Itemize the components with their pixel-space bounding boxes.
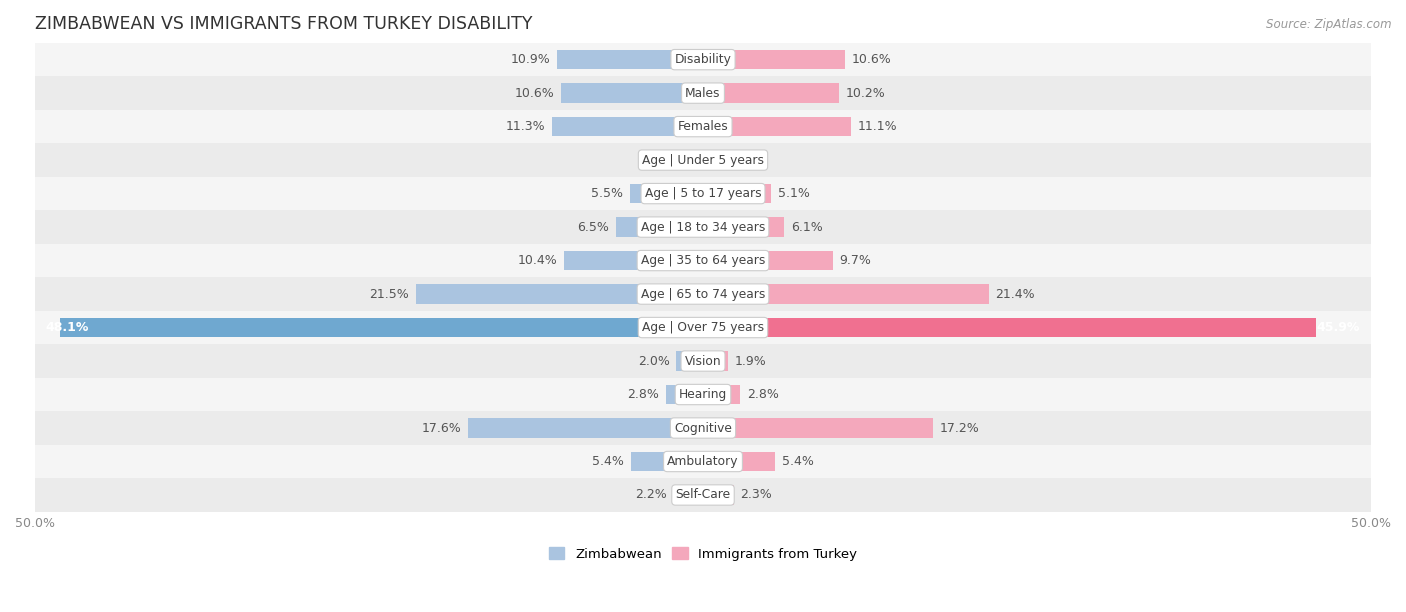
Bar <box>557 50 703 69</box>
Bar <box>703 50 845 69</box>
Text: 21.4%: 21.4% <box>995 288 1035 300</box>
Bar <box>665 385 703 405</box>
Bar <box>561 83 703 103</box>
Text: 5.5%: 5.5% <box>591 187 623 200</box>
Text: 45.9%: 45.9% <box>1317 321 1361 334</box>
Text: Age | 65 to 74 years: Age | 65 to 74 years <box>641 288 765 300</box>
Bar <box>35 277 1371 311</box>
Bar <box>703 318 1316 337</box>
Bar <box>703 351 728 371</box>
Text: Vision: Vision <box>685 354 721 368</box>
Text: 1.1%: 1.1% <box>724 154 756 166</box>
Bar <box>630 184 703 203</box>
Bar <box>703 151 717 170</box>
Text: 5.4%: 5.4% <box>592 455 624 468</box>
Text: 10.6%: 10.6% <box>515 87 555 100</box>
Bar <box>35 378 1371 411</box>
Bar <box>35 411 1371 445</box>
Bar <box>35 311 1371 345</box>
Text: 17.2%: 17.2% <box>939 422 979 435</box>
Bar <box>616 217 703 237</box>
Legend: Zimbabwean, Immigrants from Turkey: Zimbabwean, Immigrants from Turkey <box>543 542 863 566</box>
Text: 6.1%: 6.1% <box>792 220 823 234</box>
Text: 10.4%: 10.4% <box>517 254 557 267</box>
Bar <box>60 318 703 337</box>
Text: 1.2%: 1.2% <box>648 154 681 166</box>
Text: Males: Males <box>685 87 721 100</box>
Text: 10.2%: 10.2% <box>846 87 886 100</box>
Bar <box>673 485 703 505</box>
Text: 10.9%: 10.9% <box>510 53 551 66</box>
Bar <box>703 83 839 103</box>
Bar <box>35 345 1371 378</box>
Bar <box>35 445 1371 478</box>
Bar <box>35 211 1371 244</box>
Text: 5.1%: 5.1% <box>778 187 810 200</box>
Bar <box>703 385 741 405</box>
Bar <box>703 285 988 304</box>
Text: Cognitive: Cognitive <box>673 422 733 435</box>
Bar <box>703 184 770 203</box>
Text: 11.3%: 11.3% <box>506 120 546 133</box>
Text: Age | 5 to 17 years: Age | 5 to 17 years <box>645 187 761 200</box>
Bar <box>35 110 1371 143</box>
Bar <box>703 452 775 471</box>
Bar <box>553 117 703 136</box>
Bar <box>35 478 1371 512</box>
Text: 2.8%: 2.8% <box>627 388 659 401</box>
Text: 9.7%: 9.7% <box>839 254 872 267</box>
Text: ZIMBABWEAN VS IMMIGRANTS FROM TURKEY DISABILITY: ZIMBABWEAN VS IMMIGRANTS FROM TURKEY DIS… <box>35 15 533 33</box>
Text: 11.1%: 11.1% <box>858 120 897 133</box>
Text: 2.0%: 2.0% <box>638 354 669 368</box>
Text: 1.9%: 1.9% <box>735 354 766 368</box>
Text: Age | 18 to 34 years: Age | 18 to 34 years <box>641 220 765 234</box>
Text: 48.1%: 48.1% <box>45 321 89 334</box>
Bar <box>676 351 703 371</box>
Bar <box>35 76 1371 110</box>
Bar <box>35 43 1371 76</box>
Text: 5.4%: 5.4% <box>782 455 814 468</box>
Text: 6.5%: 6.5% <box>578 220 609 234</box>
Text: 21.5%: 21.5% <box>370 288 409 300</box>
Text: Self-Care: Self-Care <box>675 488 731 501</box>
Bar <box>688 151 703 170</box>
Bar <box>703 117 851 136</box>
Text: 2.8%: 2.8% <box>747 388 779 401</box>
Text: 2.2%: 2.2% <box>636 488 666 501</box>
Bar <box>703 251 832 271</box>
Bar <box>703 217 785 237</box>
Bar <box>35 143 1371 177</box>
Text: Age | Under 5 years: Age | Under 5 years <box>643 154 763 166</box>
Bar <box>35 244 1371 277</box>
Bar <box>35 177 1371 211</box>
Text: Source: ZipAtlas.com: Source: ZipAtlas.com <box>1267 18 1392 31</box>
Text: Ambulatory: Ambulatory <box>668 455 738 468</box>
Bar <box>631 452 703 471</box>
Text: 2.3%: 2.3% <box>741 488 772 501</box>
Text: 10.6%: 10.6% <box>851 53 891 66</box>
Bar <box>703 418 932 438</box>
Bar <box>703 485 734 505</box>
Text: Disability: Disability <box>675 53 731 66</box>
Text: Age | 35 to 64 years: Age | 35 to 64 years <box>641 254 765 267</box>
Text: Hearing: Hearing <box>679 388 727 401</box>
Text: Age | Over 75 years: Age | Over 75 years <box>643 321 763 334</box>
Text: 17.6%: 17.6% <box>422 422 461 435</box>
Bar <box>564 251 703 271</box>
Bar <box>416 285 703 304</box>
Bar <box>468 418 703 438</box>
Text: Females: Females <box>678 120 728 133</box>
